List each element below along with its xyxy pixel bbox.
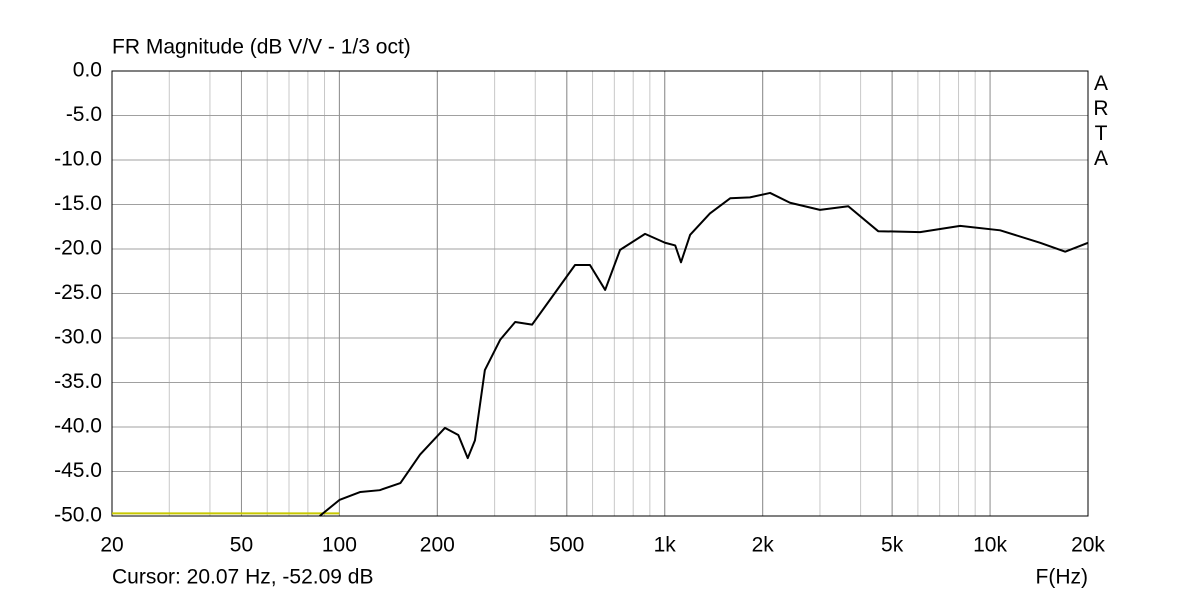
x-tick-label: 2k — [752, 534, 775, 557]
y-tick-label: -25.0 — [54, 281, 102, 304]
y-tick-label: -15.0 — [54, 192, 102, 215]
x-tick-label: 20k — [1071, 534, 1105, 557]
y-tick-label: -30.0 — [54, 326, 102, 349]
x-axis-label: F(Hz) — [1036, 566, 1088, 589]
y-tick-label: -20.0 — [54, 237, 102, 260]
plot-frame — [111, 70, 1089, 517]
chart-title: FR Magnitude (dB V/V - 1/3 oct) — [112, 36, 411, 59]
y-tick-label: -10.0 — [54, 148, 102, 171]
y-tick-label: -40.0 — [54, 415, 102, 438]
y-tick-label: -5.0 — [66, 103, 102, 126]
x-tick-label: 100 — [322, 534, 357, 557]
cursor-readout: Cursor: 20.07 Hz, -52.09 dB — [112, 566, 373, 589]
x-tick-label: 500 — [549, 534, 584, 557]
y-tick-label: -35.0 — [54, 370, 102, 393]
y-tick-label: -45.0 — [54, 459, 102, 482]
x-tick-label: 5k — [881, 534, 904, 557]
x-tick-label: 10k — [973, 534, 1007, 557]
x-tick-label: 50 — [230, 534, 253, 557]
x-tick-label: 1k — [654, 534, 677, 557]
x-tick-label: 20 — [100, 534, 123, 557]
y-tick-label: 0.0 — [73, 59, 102, 82]
x-tick-label: 200 — [420, 534, 455, 557]
series-line — [319, 191, 1089, 517]
y-tick-label: -50.0 — [54, 504, 102, 527]
